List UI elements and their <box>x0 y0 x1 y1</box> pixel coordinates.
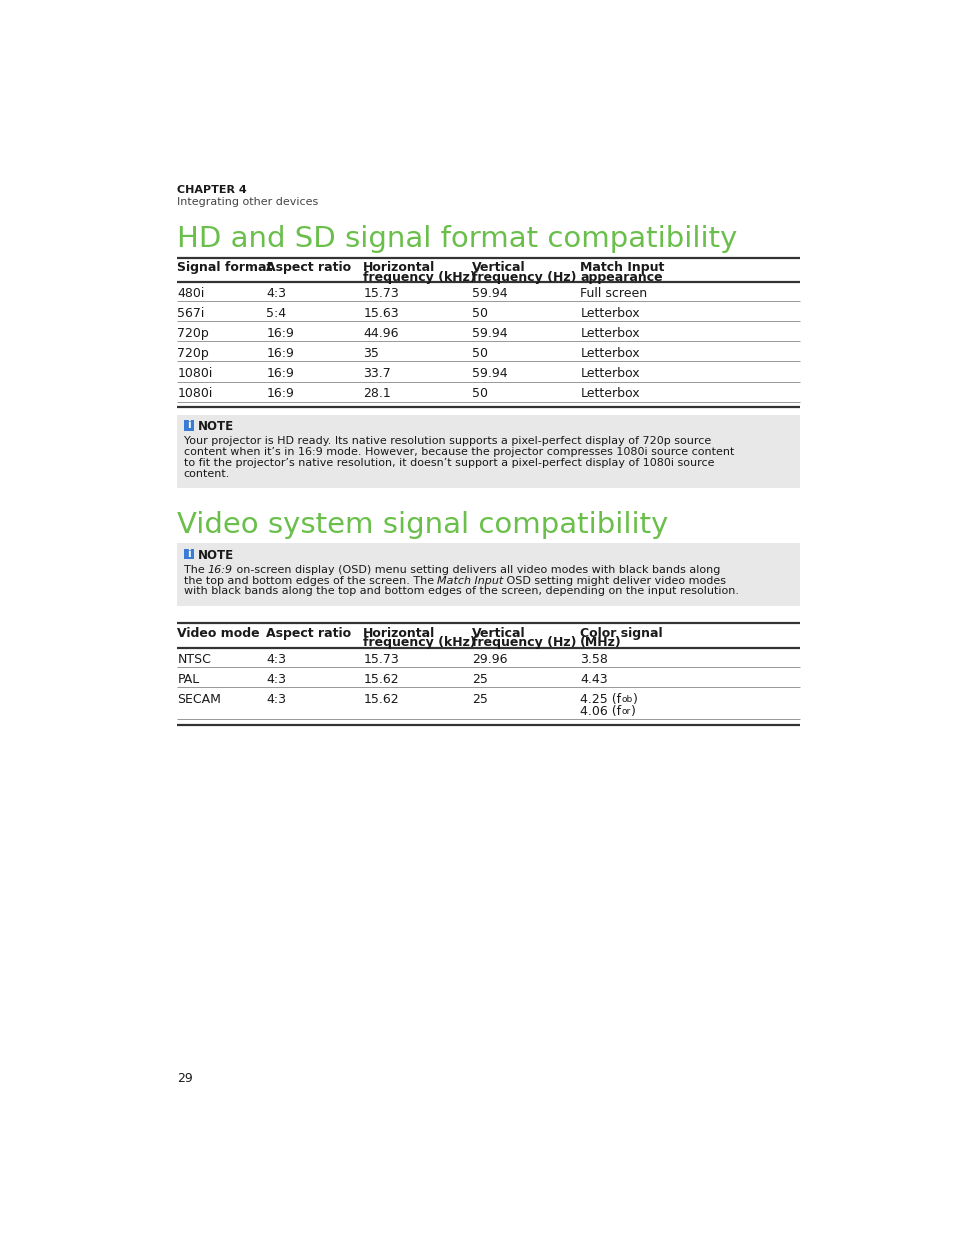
Text: 50: 50 <box>472 387 487 400</box>
Text: Video system signal compatibility: Video system signal compatibility <box>177 511 668 538</box>
Text: i: i <box>187 420 191 431</box>
Text: Color signal: Color signal <box>579 627 662 640</box>
Text: Horizontal: Horizontal <box>363 627 436 640</box>
Text: 16:9: 16:9 <box>208 564 233 574</box>
Text: content when it’s in 16:9 mode. However, because the projector compresses 1080i : content when it’s in 16:9 mode. However,… <box>183 447 733 457</box>
Text: 50: 50 <box>472 306 487 320</box>
Text: 15.63: 15.63 <box>363 306 398 320</box>
Text: ): ) <box>630 705 635 718</box>
Text: 29.96: 29.96 <box>472 652 507 666</box>
Text: 59.94: 59.94 <box>472 327 507 340</box>
Text: appearance: appearance <box>579 270 662 284</box>
Text: 4:3: 4:3 <box>266 673 286 685</box>
Text: 25: 25 <box>472 673 487 685</box>
Text: 15.73: 15.73 <box>363 652 398 666</box>
Text: CHAPTER 4: CHAPTER 4 <box>177 185 247 195</box>
Text: (MHz): (MHz) <box>579 636 621 650</box>
Text: 1080i: 1080i <box>177 387 213 400</box>
Text: Vertical: Vertical <box>472 262 525 274</box>
FancyBboxPatch shape <box>177 415 800 488</box>
Text: 3.58: 3.58 <box>579 652 608 666</box>
Text: ob: ob <box>620 695 632 704</box>
Text: Your projector is HD ready. Its native resolution supports a pixel-perfect displ: Your projector is HD ready. Its native r… <box>183 436 710 446</box>
Text: the top and bottom edges of the screen. The: the top and bottom edges of the screen. … <box>183 576 436 585</box>
Text: Letterbox: Letterbox <box>579 347 639 359</box>
Text: 35: 35 <box>363 347 379 359</box>
Text: Letterbox: Letterbox <box>579 367 639 380</box>
Text: 15.62: 15.62 <box>363 673 398 685</box>
Text: PAL: PAL <box>177 673 199 685</box>
Text: 44.96: 44.96 <box>363 327 398 340</box>
FancyBboxPatch shape <box>183 420 194 431</box>
Text: 4:3: 4:3 <box>266 287 286 300</box>
Text: NOTE: NOTE <box>198 548 234 562</box>
Text: frequency (Hz): frequency (Hz) <box>472 270 576 284</box>
Text: ): ) <box>632 693 637 705</box>
Text: 29: 29 <box>177 1072 193 1086</box>
Text: frequency (Hz): frequency (Hz) <box>472 636 576 650</box>
Text: 480i: 480i <box>177 287 205 300</box>
Text: Letterbox: Letterbox <box>579 387 639 400</box>
Text: Match Input: Match Input <box>579 262 664 274</box>
Text: frequency (kHz): frequency (kHz) <box>363 636 476 650</box>
Text: 720p: 720p <box>177 327 209 340</box>
Text: 28.1: 28.1 <box>363 387 391 400</box>
Text: 720p: 720p <box>177 347 209 359</box>
Text: i: i <box>187 550 191 559</box>
Text: 50: 50 <box>472 347 487 359</box>
Text: Full screen: Full screen <box>579 287 647 300</box>
Text: SECAM: SECAM <box>177 693 221 705</box>
Text: 4.43: 4.43 <box>579 673 607 685</box>
Text: Video mode: Video mode <box>177 627 260 640</box>
Text: NTSC: NTSC <box>177 652 211 666</box>
Text: Letterbox: Letterbox <box>579 327 639 340</box>
Text: 16:9: 16:9 <box>266 327 294 340</box>
Text: on-screen display (OSD) menu setting delivers all video modes with black bands a: on-screen display (OSD) menu setting del… <box>233 564 720 574</box>
Text: 1080i: 1080i <box>177 367 213 380</box>
Text: Match Input: Match Input <box>436 576 503 585</box>
Text: Signal format: Signal format <box>177 262 273 274</box>
Text: Integrating other devices: Integrating other devices <box>177 196 318 206</box>
Text: 567i: 567i <box>177 306 205 320</box>
Text: The: The <box>183 564 208 574</box>
Text: frequency (kHz): frequency (kHz) <box>363 270 476 284</box>
Text: HD and SD signal format compatibility: HD and SD signal format compatibility <box>177 225 737 253</box>
Text: 4:3: 4:3 <box>266 652 286 666</box>
Text: Aspect ratio: Aspect ratio <box>266 627 352 640</box>
Text: or: or <box>620 708 630 716</box>
Text: with black bands along the top and bottom edges of the screen, depending on the : with black bands along the top and botto… <box>183 587 738 597</box>
FancyBboxPatch shape <box>183 548 194 559</box>
Text: 59.94: 59.94 <box>472 367 507 380</box>
Text: 16:9: 16:9 <box>266 367 294 380</box>
Text: 25: 25 <box>472 693 487 705</box>
Text: 5:4: 5:4 <box>266 306 286 320</box>
Text: to fit the projector’s native resolution, it doesn’t support a pixel-perfect dis: to fit the projector’s native resolution… <box>183 458 714 468</box>
Text: 4:3: 4:3 <box>266 693 286 705</box>
Text: 4.06 (f: 4.06 (f <box>579 705 620 718</box>
Text: 15.73: 15.73 <box>363 287 398 300</box>
Text: 33.7: 33.7 <box>363 367 391 380</box>
Text: 15.62: 15.62 <box>363 693 398 705</box>
Text: Vertical: Vertical <box>472 627 525 640</box>
Text: content.: content. <box>183 468 230 478</box>
Text: 59.94: 59.94 <box>472 287 507 300</box>
Text: OSD setting might deliver video modes: OSD setting might deliver video modes <box>503 576 725 585</box>
Text: 4.25 (f: 4.25 (f <box>579 693 620 705</box>
Text: NOTE: NOTE <box>198 420 234 433</box>
Text: Horizontal: Horizontal <box>363 262 436 274</box>
FancyBboxPatch shape <box>177 543 800 606</box>
Text: Aspect ratio: Aspect ratio <box>266 262 352 274</box>
Text: 16:9: 16:9 <box>266 347 294 359</box>
Text: 16:9: 16:9 <box>266 387 294 400</box>
Text: Letterbox: Letterbox <box>579 306 639 320</box>
